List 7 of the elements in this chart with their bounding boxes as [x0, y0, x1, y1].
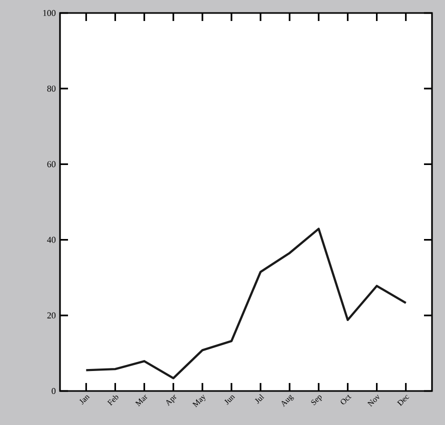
- y-tick-label: 100: [43, 10, 56, 16]
- y-tick-label: 0: [52, 388, 56, 394]
- line-series: [85, 228, 407, 380]
- y-tick-label: 60: [47, 161, 56, 168]
- y-tick-label: 40: [47, 236, 56, 243]
- y-tick-label: 80: [47, 86, 56, 92]
- y-tick-label: 20: [47, 312, 56, 318]
